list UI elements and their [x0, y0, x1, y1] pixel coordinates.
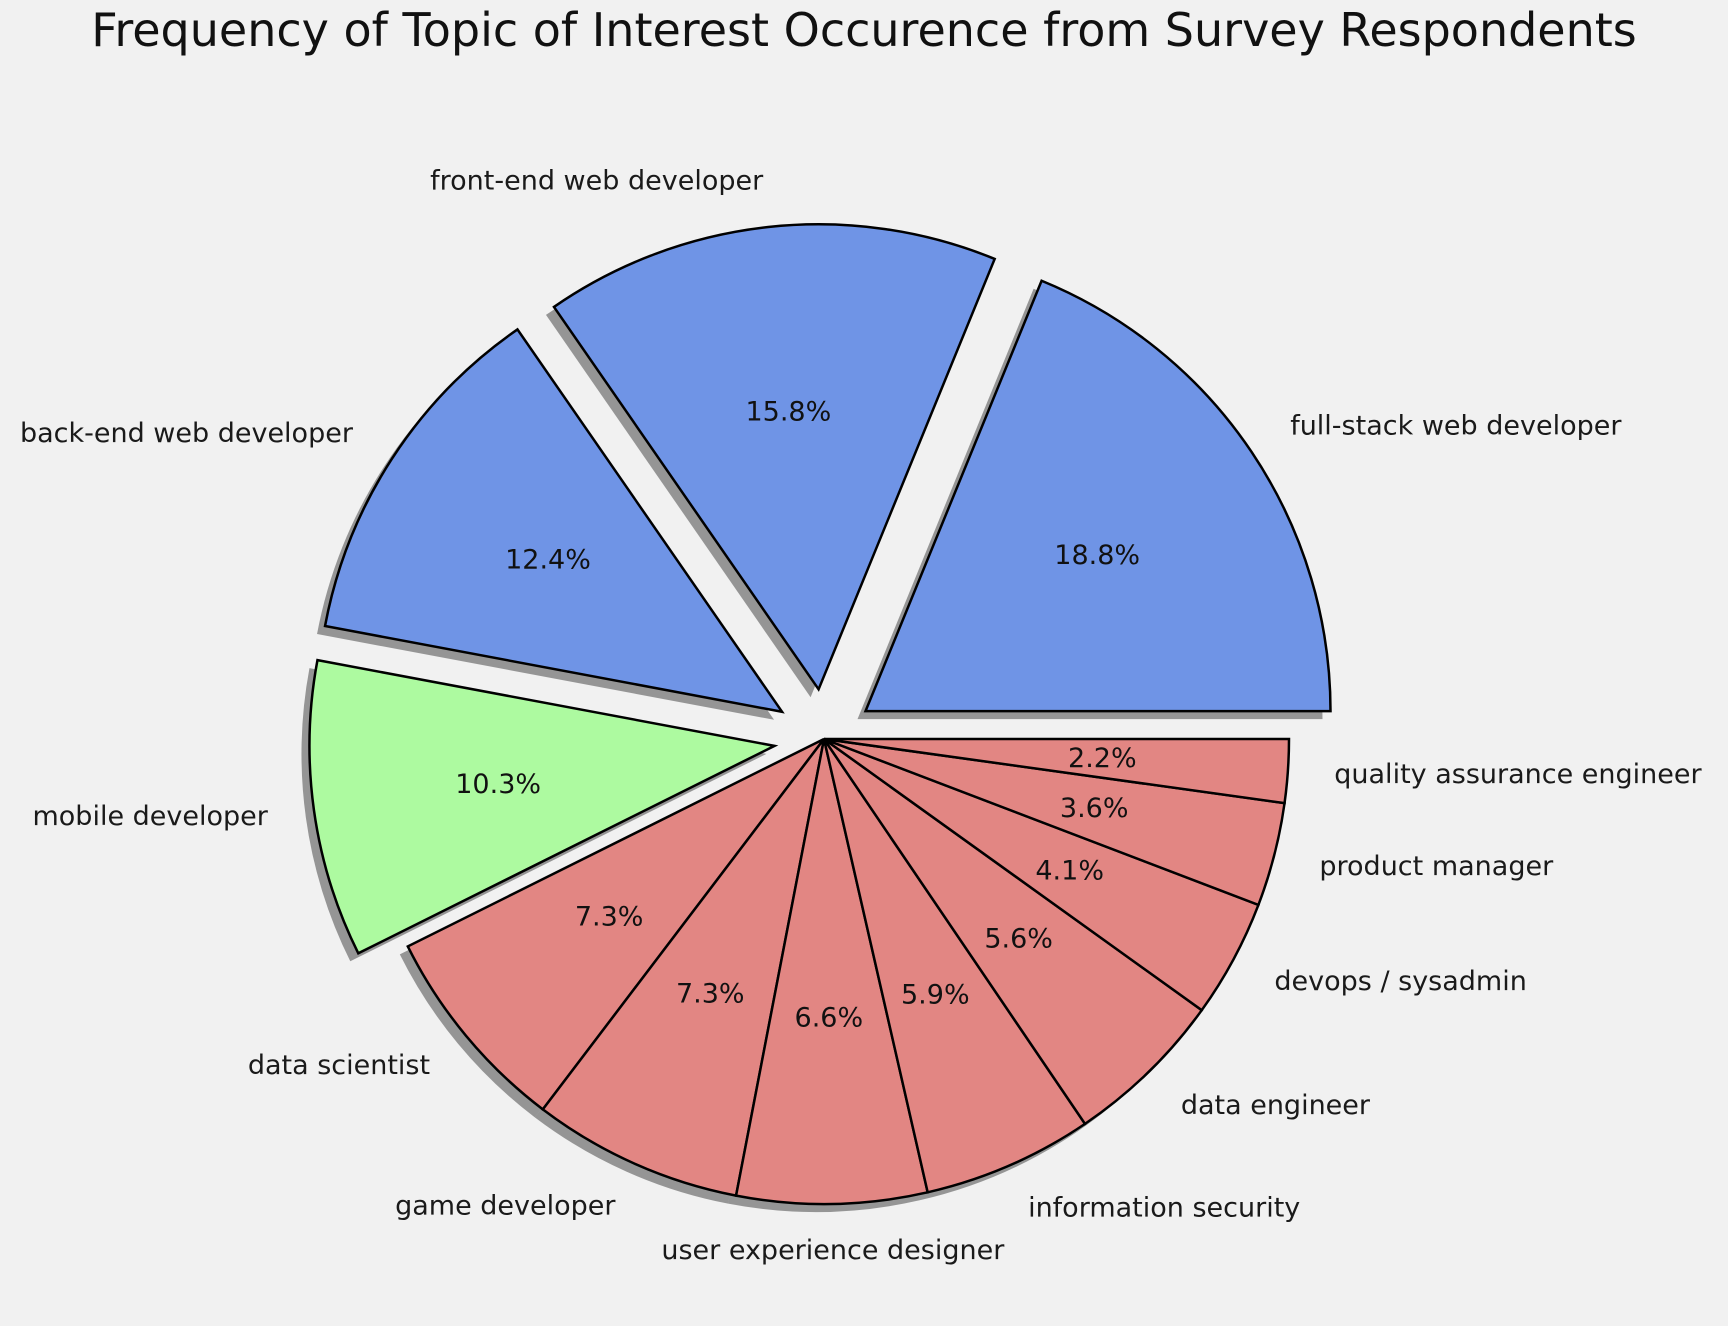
slice-label-back-end-web-developer: back-end web developer: [20, 418, 354, 449]
pie-slice-front-end-web-developer: [552, 223, 997, 692]
slice-percent-quality-assurance-engineer: 2.2%: [1068, 743, 1137, 774]
pie-slice-mobile-developer: [308, 658, 779, 955]
slice-percent-product-manager: 3.6%: [1060, 793, 1129, 824]
pie-slice-full-stack-web-developer: [863, 279, 1332, 713]
pie-slice-back-end-web-developer: [323, 327, 785, 714]
slice-label-devops-sysadmin: devops / sysadmin: [1274, 966, 1526, 997]
slice-percent-user-experience-designer: 6.6%: [795, 1002, 864, 1033]
slice-label-quality-assurance-engineer: quality assurance engineer: [1334, 759, 1702, 790]
slice-label-data-scientist: data scientist: [248, 1050, 430, 1081]
slice-label-game-developer: game developer: [395, 1191, 616, 1222]
pie-slice-quality-assurance-engineer: [823, 737, 1291, 805]
slice-labels: full-stack web developer 18.8% front-end w…: [20, 165, 1703, 1266]
slice-label-data-engineer: data engineer: [1181, 1090, 1371, 1121]
slice-label-product-manager: product manager: [1319, 851, 1554, 882]
pie-slice-game-developer: [541, 738, 826, 1198]
pie-slice-user-experience-designer: [734, 738, 930, 1206]
pie-slice-information-security: [822, 738, 1087, 1194]
slice-percent-devops-sysadmin: 4.1%: [1035, 856, 1104, 887]
pie-slice-data-engineer: [822, 737, 1204, 1126]
slice-label-mobile-developer: mobile developer: [32, 801, 268, 832]
slice-percent-mobile-developer: 10.3%: [455, 769, 541, 800]
slice-percent-back-end-web-developer: 12.4%: [505, 544, 591, 575]
slice-label-full-stack-web-developer: full-stack web developer: [1290, 411, 1622, 442]
pie-slice-data-scientist: [406, 737, 825, 1112]
slice-percent-front-end-web-developer: 15.8%: [745, 396, 831, 427]
chart-title: Frequency of Topic of Interest Occurence…: [91, 3, 1637, 57]
slice-label-user-experience-designer: user experience designer: [661, 1235, 1005, 1266]
pie-slices: [308, 223, 1332, 1206]
slice-percent-data-scientist: 7.3%: [575, 901, 644, 932]
slice-percent-data-engineer: 5.6%: [984, 923, 1053, 954]
slice-label-information-security: information security: [1028, 1193, 1300, 1224]
slice-label-front-end-web-developer: front-end web developer: [430, 165, 764, 196]
slice-percent-game-developer: 7.3%: [676, 978, 745, 1009]
slice-percent-information-security: 5.9%: [901, 979, 970, 1010]
slice-percent-full-stack-web-developer: 18.8%: [1054, 540, 1140, 571]
